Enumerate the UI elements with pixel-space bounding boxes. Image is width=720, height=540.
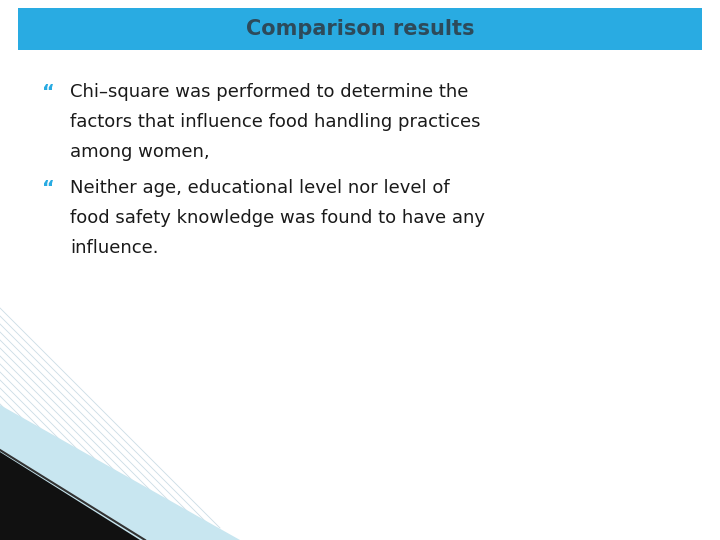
Text: Neither age, educational level nor level of: Neither age, educational level nor level… — [70, 179, 449, 197]
Text: factors that influence food handling practices: factors that influence food handling pra… — [70, 113, 480, 131]
Text: influence.: influence. — [70, 239, 158, 257]
Text: Comparison results: Comparison results — [246, 19, 474, 39]
Polygon shape — [0, 405, 240, 540]
Polygon shape — [0, 452, 140, 540]
Text: “: “ — [42, 179, 55, 198]
Text: “: “ — [42, 84, 55, 103]
Bar — [18, 8, 702, 50]
Text: Chi–square was performed to determine the: Chi–square was performed to determine th… — [70, 83, 469, 101]
Text: food safety knowledge was found to have any: food safety knowledge was found to have … — [70, 209, 485, 227]
Text: among women,: among women, — [70, 143, 210, 161]
